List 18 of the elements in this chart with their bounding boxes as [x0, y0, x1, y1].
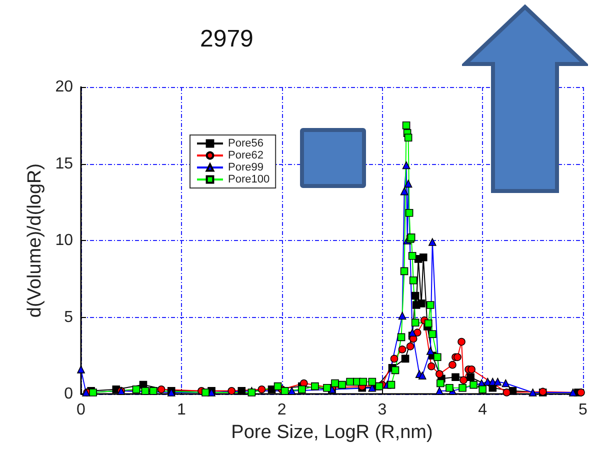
- y-tick-label: 5: [64, 308, 74, 326]
- y-tick-label: 15: [55, 155, 74, 172]
- x-tick-label: 4: [478, 402, 488, 418]
- y-tick-label: 0: [64, 386, 74, 402]
- chart-title: 2979: [200, 26, 254, 52]
- x-tick-label: 2: [277, 402, 286, 418]
- legend-label: Pore99: [228, 162, 264, 174]
- x-tick-label: 0: [76, 402, 86, 418]
- x-tick-label: 3: [378, 402, 387, 418]
- y-axis-title: d(Volume)/d(logR): [24, 163, 46, 318]
- y-tick-label: 20: [55, 78, 74, 96]
- legend-label: Pore56: [228, 138, 264, 150]
- y-tick-label: 10: [55, 232, 74, 249]
- legend-label: Pore62: [228, 150, 264, 162]
- legend-label: Pore100: [228, 174, 270, 186]
- x-tick-label: 5: [578, 402, 588, 418]
- x-tick-label: 1: [176, 402, 186, 418]
- x-axis-title: Pore Size, LogR (R,nm): [231, 422, 433, 443]
